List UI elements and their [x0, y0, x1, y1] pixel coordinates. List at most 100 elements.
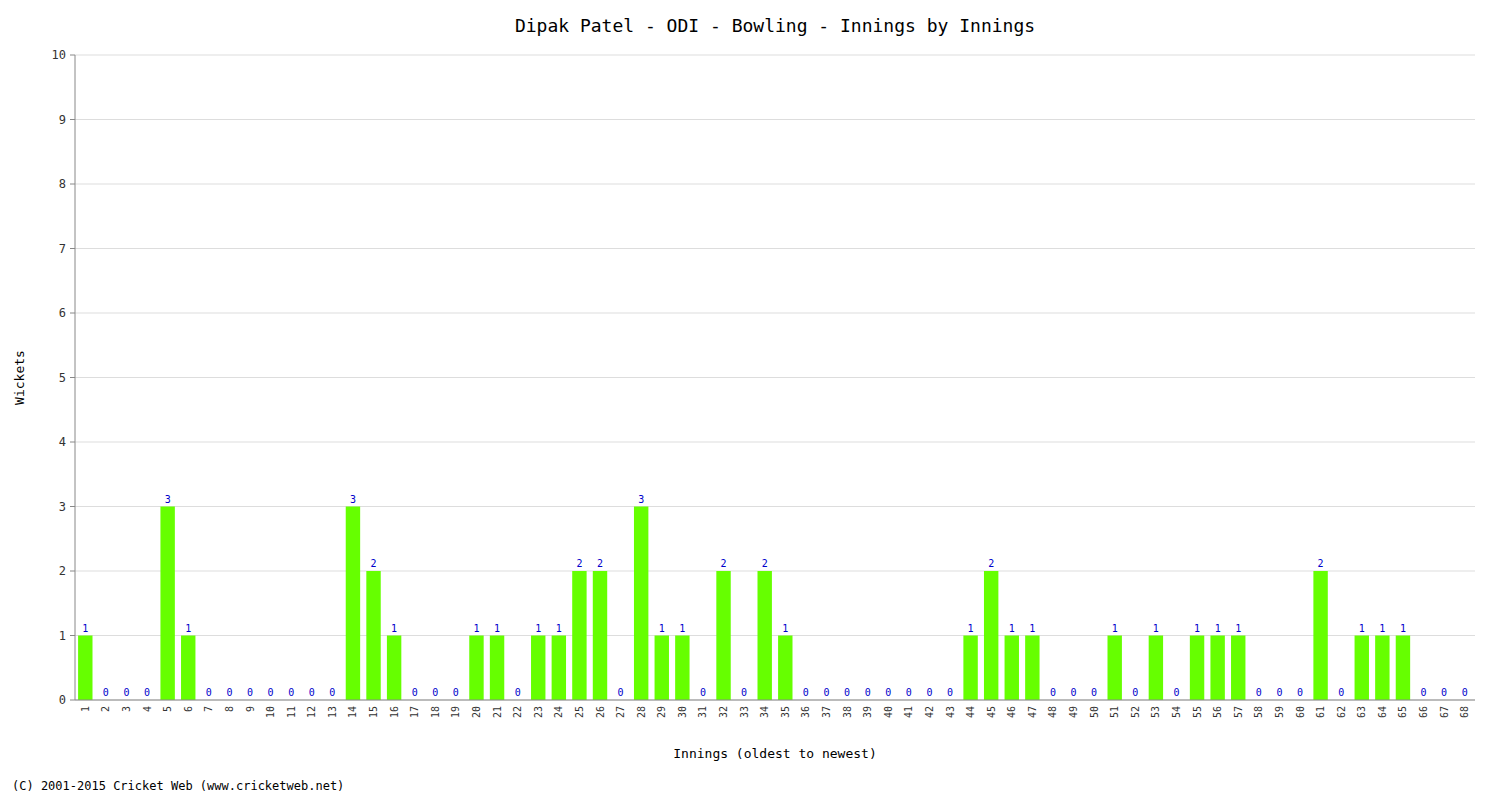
data-label: 1: [1194, 623, 1200, 634]
x-tick-label: 21: [492, 706, 503, 718]
bar: [778, 636, 792, 701]
x-axis: 1234567891011121314151617181920212223242…: [80, 706, 1470, 718]
data-label: 2: [762, 558, 768, 569]
bar: [1108, 636, 1122, 701]
data-label: 1: [82, 623, 88, 634]
y-tick-label: 6: [59, 306, 66, 320]
x-tick-label: 6: [183, 706, 194, 712]
x-tick-label: 32: [718, 706, 729, 718]
bar: [366, 571, 380, 700]
x-tick-label: 50: [1089, 706, 1100, 718]
x-tick-label: 44: [965, 706, 976, 718]
x-tick-label: 61: [1315, 706, 1326, 718]
y-tick: [70, 377, 75, 378]
x-axis-line: [75, 700, 1475, 701]
x-tick-label: 14: [347, 706, 358, 718]
x-tick-label: 45: [986, 706, 997, 718]
x-tick-label: 41: [903, 706, 914, 718]
bar: [1210, 636, 1224, 701]
y-tick-label: 2: [59, 564, 66, 578]
data-label: 2: [597, 558, 603, 569]
data-label: 1: [473, 623, 479, 634]
x-tick-label: 12: [306, 706, 317, 718]
y-tick-label: 8: [59, 177, 66, 191]
data-label: 0: [906, 687, 912, 698]
data-label: 0: [144, 687, 150, 698]
y-tick: [70, 571, 75, 572]
footer: (C) 2001-2015 Cricket Web (www.cricketwe…: [12, 779, 344, 793]
data-label: 0: [1462, 687, 1468, 698]
data-label: 1: [1235, 623, 1241, 634]
data-label: 0: [1071, 687, 1077, 698]
data-label: 0: [432, 687, 438, 698]
x-tick-label: 16: [389, 706, 400, 718]
x-tick-label: 46: [1006, 706, 1017, 718]
x-tick-label: 58: [1253, 706, 1264, 718]
chart-svg: 0123456789101000310000000321000110112203…: [0, 0, 1500, 800]
grid-line: [75, 55, 1475, 56]
bar: [675, 636, 689, 701]
bar: [1025, 636, 1039, 701]
grid-line: [75, 119, 1475, 120]
data-label: 0: [865, 687, 871, 698]
x-tick-label: 20: [471, 706, 482, 718]
data-label: 0: [700, 687, 706, 698]
x-tick-label: 23: [533, 706, 544, 718]
data-label: 1: [1009, 623, 1015, 634]
data-label: 1: [1359, 623, 1365, 634]
data-label: 1: [1400, 623, 1406, 634]
x-tick-label: 36: [800, 706, 811, 718]
bar: [1313, 571, 1327, 700]
data-label: 1: [1153, 623, 1159, 634]
y-axis-line: [75, 55, 76, 700]
bar: [593, 571, 607, 700]
chart-container: 0123456789101000310000000321000110112203…: [0, 0, 1500, 800]
bar: [181, 636, 195, 701]
data-label: 3: [350, 494, 356, 505]
y-tick-label: 9: [59, 113, 66, 127]
y-tick-label: 7: [59, 242, 66, 256]
bar: [634, 507, 648, 701]
x-tick-label: 11: [286, 706, 297, 718]
x-tick-label: 10: [265, 706, 276, 718]
x-tick-label: 53: [1150, 706, 1161, 718]
data-label: 0: [1256, 687, 1262, 698]
data-label: 0: [412, 687, 418, 698]
y-tick-label: 0: [59, 693, 66, 707]
y-tick-label: 4: [59, 435, 66, 449]
data-label: 1: [1112, 623, 1118, 634]
bar: [346, 507, 360, 701]
data-label: 0: [1050, 687, 1056, 698]
data-label: 2: [576, 558, 582, 569]
data-label: 0: [823, 687, 829, 698]
grid-line: [75, 442, 1475, 443]
data-label: 0: [268, 687, 274, 698]
x-tick-label: 13: [327, 706, 338, 718]
data-label: 1: [494, 623, 500, 634]
x-tick-label: 56: [1212, 706, 1223, 718]
bar: [984, 571, 998, 700]
data-label: 0: [515, 687, 521, 698]
x-tick-label: 55: [1192, 706, 1203, 718]
data-label: 0: [803, 687, 809, 698]
y-tick: [70, 442, 75, 443]
x-tick-label: 37: [821, 706, 832, 718]
x-tick-label: 5: [162, 706, 173, 712]
y-tick-label: 5: [59, 371, 66, 385]
data-label: 0: [453, 687, 459, 698]
x-tick-label: 4: [142, 706, 153, 712]
data-label: 0: [1338, 687, 1344, 698]
data-label: 0: [309, 687, 315, 698]
y-tick: [70, 248, 75, 249]
bars: [78, 507, 1410, 701]
x-tick-label: 62: [1336, 706, 1347, 718]
data-label: 1: [1029, 623, 1035, 634]
data-label: 0: [329, 687, 335, 698]
grid-line: [75, 248, 1475, 249]
grid: [75, 55, 1475, 700]
bar: [1005, 636, 1019, 701]
data-label: 0: [103, 687, 109, 698]
x-tick-label: 34: [759, 706, 770, 718]
data-label: 1: [185, 623, 191, 634]
x-tick-label: 3: [121, 706, 132, 712]
